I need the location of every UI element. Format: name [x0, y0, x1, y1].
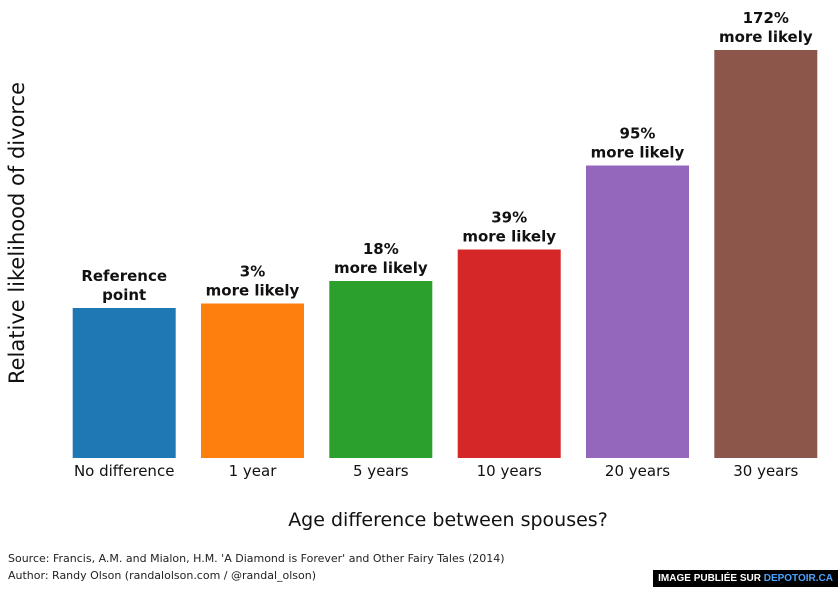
bar-no-difference [72, 308, 176, 458]
bar-annotation-bottom: more likely [719, 28, 813, 46]
bar-1-year [201, 303, 304, 458]
x-tick-label: No difference [74, 462, 174, 480]
x-axis-label: Age difference between spouses? [288, 509, 608, 531]
bar-annotation-top: 172% [743, 9, 789, 27]
author-credit: Author: Randy Olson (randalolson.com / @… [8, 569, 317, 582]
bar-30-years [714, 50, 818, 458]
bar-annotation-bottom: more likely [462, 228, 556, 246]
bars-group [72, 50, 818, 458]
x-tick-label: 5 years [353, 462, 409, 480]
watermark-prefix: IMAGE PUBLIÉE SUR [658, 573, 764, 584]
bar-annotation-bottom: more likely [591, 144, 685, 162]
bar-5-years [329, 281, 433, 458]
bar-annotation-top: Reference [81, 267, 167, 285]
bar-20-years [586, 165, 689, 458]
x-tick-label: 30 years [733, 462, 798, 480]
x-tick-label: 1 year [229, 462, 278, 480]
watermark-badge: IMAGE PUBLIÉE SUR DEPOTOIR.CA [653, 570, 838, 587]
bar-annotation-top: 3% [240, 263, 265, 281]
bar-10-years [457, 249, 561, 458]
bar-annotation-top: 18% [363, 240, 399, 258]
source-credit: Source: Francis, A.M. and Mialon, H.M. '… [8, 552, 505, 565]
x-tick-labels: No difference 1 year 5 years 10 years 20 yea… [74, 462, 799, 480]
y-axis-label: Relative likelihood of divorce [5, 82, 29, 384]
bar-annotation-top: 39% [491, 209, 527, 227]
watermark-site: DEPOTOIR.CA [763, 573, 833, 584]
x-tick-label: 20 years [605, 462, 670, 480]
bar-annotation-bottom: more likely [334, 259, 428, 277]
bar-annotation-top: 95% [620, 125, 656, 143]
x-tick-label: 10 years [477, 462, 542, 480]
bar-annotation-bottom: more likely [206, 282, 300, 300]
bar-annotation-bottom: point [102, 286, 146, 304]
